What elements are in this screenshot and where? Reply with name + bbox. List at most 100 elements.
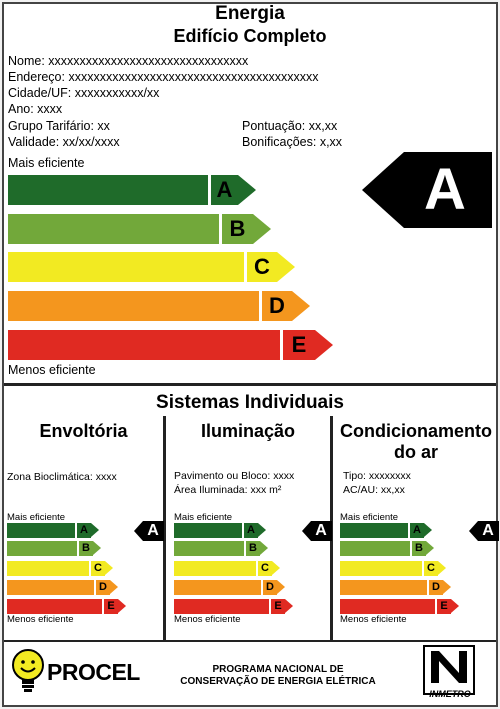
condicionamento-tipo: Tipo: xxxxxxxx	[343, 470, 411, 482]
iluminacao-bar-d-box	[263, 580, 277, 595]
envoltoria-bar-e-tip	[118, 599, 126, 613]
rating-letter: A	[424, 157, 466, 222]
condicionamento-bar-c-tip	[438, 561, 446, 575]
envoltoria-bar-e-letter: E	[107, 600, 115, 612]
condicionamento-bar-a	[340, 523, 408, 538]
program-line1: PROGRAMA NACIONAL DE	[212, 664, 344, 675]
section-divider	[4, 383, 496, 386]
scale-bottom-label: Menos eficiente	[8, 363, 96, 377]
envoltoria-bar-b-box	[79, 541, 93, 556]
envoltoria-rating-arrow-icon	[134, 521, 164, 541]
footer-divider	[4, 640, 496, 642]
envoltoria-bar-d-letter: D	[99, 581, 107, 593]
iluminacao-title: Iluminação	[200, 421, 296, 441]
iluminacao-rating-letter: A	[315, 522, 327, 539]
bar-e-letter-box	[283, 330, 315, 360]
envoltoria-bar-a-box	[77, 523, 91, 538]
bar-c-tip	[277, 252, 295, 282]
iluminacao-bar-e	[174, 599, 269, 614]
envoltoria-title: Envoltória	[39, 421, 128, 441]
iluminacao-bar-c-letter: C	[261, 562, 269, 574]
condicionamento-bar-d	[340, 580, 427, 595]
envoltoria-zona: Zona Bioclimática: xxxx	[7, 471, 117, 483]
envoltoria-bar-a-tip	[91, 523, 99, 537]
info-nome: Nome: xxxxxxxxxxxxxxxxxxxxxxxxxxxxxxxx	[8, 54, 249, 68]
procel-logo-text: PROCEL	[47, 659, 140, 685]
iluminacao-rating-arrow-icon	[302, 521, 332, 541]
info-bonificacoes: Bonificações: x,xx	[242, 135, 343, 149]
envoltoria-bar-d-tip	[110, 580, 118, 594]
iluminacao-bottom-label: Menos eficiente	[174, 614, 241, 625]
condicionamento-bar-a-tip	[424, 523, 432, 537]
envoltoria-bottom-label: Menos eficiente	[7, 614, 74, 625]
iluminacao-bar-d	[174, 580, 261, 595]
rating-arrow-icon	[362, 152, 492, 228]
envoltoria-bar-b	[7, 541, 77, 556]
condicionamento-bar-d-tip	[443, 580, 451, 594]
iluminacao-bar-c	[174, 561, 256, 576]
column-divider-1	[163, 416, 166, 640]
iluminacao-pavimento: Pavimento ou Bloco: xxxx	[174, 470, 295, 482]
bar-d-letter: D	[269, 293, 285, 318]
envoltoria-bar-e-box	[104, 599, 118, 614]
condicionamento-rating-letter: A	[482, 522, 494, 539]
envoltoria-top-label: Mais eficiente	[7, 512, 66, 523]
bar-b-body	[8, 214, 219, 244]
bar-a-body	[8, 175, 208, 205]
condicionamento-rating-arrow-icon	[469, 521, 499, 541]
bar-e-letter: E	[291, 332, 307, 357]
bar-c-letter: C	[254, 254, 270, 279]
bar-e-tip	[315, 330, 333, 360]
condicionamento-bar-d-letter: D	[432, 581, 440, 593]
iluminacao-bar-a-box	[244, 523, 258, 538]
envoltoria-bar-a	[7, 523, 75, 538]
condicionamento-bar-b	[340, 541, 410, 556]
bar-b-letter: B	[229, 216, 246, 241]
bar-c-letter-box	[247, 252, 277, 282]
iluminacao-bar-d-tip	[277, 580, 285, 594]
info-cidade: Cidade/UF: xxxxxxxxxxx/xx	[8, 86, 160, 100]
envoltoria-bar-e	[7, 599, 102, 614]
inmetro-text: INMETRO	[429, 689, 471, 699]
procel-bulb-icon	[12, 649, 44, 692]
envoltoria-bar-d-box	[96, 580, 110, 595]
bar-e-body	[8, 330, 280, 360]
info-validade: Validade: xx/xx/xxxx	[8, 135, 120, 149]
info-endereco: Endereço: xxxxxxxxxxxxxxxxxxxxxxxxxxxxxx…	[8, 70, 319, 84]
envoltoria-bar-a-letter: A	[80, 524, 88, 536]
bar-a-letter: A	[216, 177, 233, 202]
condicionamento-acau: AC/AU: xx,xx	[343, 484, 405, 496]
iluminacao-bar-d-letter: D	[266, 581, 274, 593]
iluminacao-area: Área Iluminada: xxx m²	[174, 484, 282, 496]
condicionamento-bar-c	[340, 561, 422, 576]
condicionamento-bar-c-letter: C	[427, 562, 435, 574]
bar-b-letter-box	[222, 214, 253, 244]
info-ano: Ano: xxxx	[8, 102, 63, 116]
condicionamento-title-line1: Condicionamento	[340, 421, 492, 441]
condicionamento-bar-e	[340, 599, 435, 614]
iluminacao-bar-e-box	[271, 599, 285, 614]
envoltoria-bar-d	[7, 580, 94, 595]
iluminacao-bar-a-letter: A	[247, 524, 255, 536]
envoltoria-bar-b-letter: B	[82, 542, 90, 554]
condicionamento-bottom-label: Menos eficiente	[340, 614, 407, 625]
condicionamento-bar-a-box	[410, 523, 424, 538]
condicionamento-bar-c-box	[424, 561, 438, 576]
bar-d-letter-box	[262, 291, 292, 321]
iluminacao-bar-a	[174, 523, 242, 538]
scale-top-label: Mais eficiente	[8, 156, 85, 170]
iluminacao-top-label: Mais eficiente	[174, 512, 233, 523]
condicionamento-title-line2: do ar	[393, 442, 438, 462]
iluminacao-bar-b-box	[246, 541, 260, 556]
condicionamento-bar-a-letter: A	[413, 524, 421, 536]
systems-title: Sistemas Individuais	[156, 392, 344, 413]
program-line2: CONSERVAÇÃO DE ENERGIA ELÉTRICA	[180, 676, 376, 687]
iluminacao-bar-c-box	[258, 561, 272, 576]
envoltoria-bar-c	[7, 561, 89, 576]
iluminacao-bar-b-tip	[260, 541, 268, 555]
condicionamento-bar-e-letter: E	[440, 600, 448, 612]
condicionamento-bar-d-box	[429, 580, 443, 595]
bar-b-tip	[253, 214, 271, 244]
iluminacao-bar-b-letter: B	[249, 542, 257, 554]
condicionamento-bar-b-box	[412, 541, 426, 556]
